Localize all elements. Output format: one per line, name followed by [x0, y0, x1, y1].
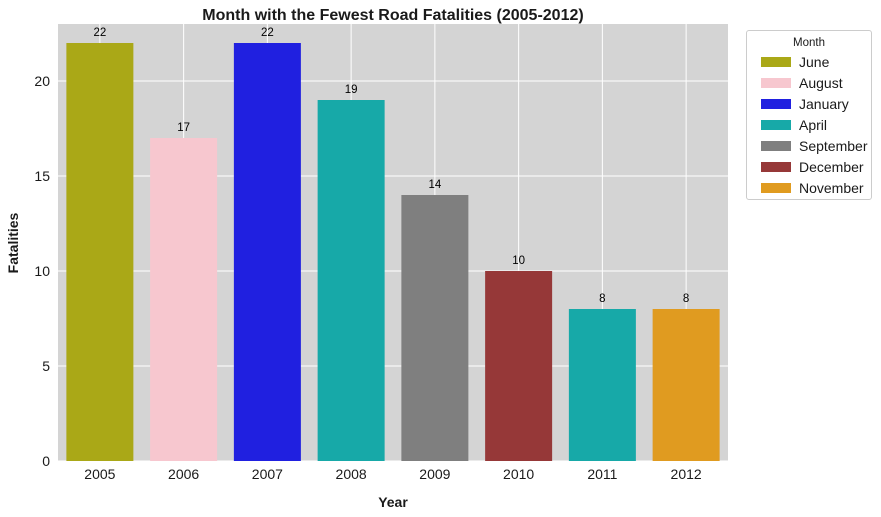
legend-swatch [761, 183, 791, 193]
bar-2005 [66, 43, 134, 461]
x-tick-label-2005: 2005 [84, 466, 115, 482]
legend-item-november: November [761, 179, 864, 197]
y-tick-label: 15 [34, 168, 50, 184]
data-label-2008: 19 [345, 84, 358, 96]
bars [66, 43, 720, 461]
legend-label: September [799, 138, 868, 154]
y-tick-label: 0 [42, 453, 50, 469]
legend-item-december: December [761, 158, 864, 176]
data-label-2006: 17 [177, 122, 190, 134]
legend-swatch [761, 99, 791, 109]
chart-title: Month with the Fewest Road Fatalities (2… [202, 7, 583, 24]
data-label-2011: 8 [599, 293, 605, 305]
data-label-2009: 14 [428, 179, 441, 191]
data-label-2007: 22 [261, 27, 274, 39]
legend-label: November [799, 180, 864, 196]
y-tick-label: 10 [34, 263, 50, 279]
legend-swatch [761, 57, 791, 67]
legend-item-january: January [761, 95, 849, 113]
bar-2008 [317, 100, 385, 461]
legend-swatch [761, 78, 791, 88]
legend-label: January [799, 96, 849, 112]
bar-2007 [233, 43, 301, 461]
legend-item-september: September [761, 137, 867, 155]
x-tick-label-2012: 2012 [671, 466, 702, 482]
x-tick-label-2010: 2010 [503, 466, 534, 482]
x-tick-label-2006: 2006 [168, 466, 199, 482]
x-tick-label-2007: 2007 [252, 466, 283, 482]
bar-2010 [485, 271, 553, 461]
legend-item-april: April [761, 116, 827, 134]
x-tick-label-2011: 2011 [587, 466, 617, 482]
bar-2006 [150, 138, 218, 461]
legend-label: August [799, 75, 843, 91]
legend-label: December [799, 159, 864, 175]
data-labels: 22 17 22 19 14 10 8 8 [93, 27, 689, 305]
legend-item-june: June [761, 53, 829, 71]
legend-swatch [761, 141, 791, 151]
legend-item-august: August [761, 74, 843, 92]
y-tick-labels: 0 5 10 15 20 [34, 73, 50, 469]
x-tick-labels: 2005 2006 2007 2008 2009 2010 2011 2012 [84, 466, 702, 482]
y-tick-label: 20 [34, 73, 50, 89]
y-axis-label: Fatalities [5, 212, 21, 273]
x-tick-label-2008: 2008 [336, 466, 367, 482]
bar-2011 [568, 309, 636, 461]
bar-2009 [401, 195, 469, 461]
legend-swatch [761, 162, 791, 172]
bar-2012 [652, 309, 720, 461]
legend: Month June August January April September Dec… [746, 30, 872, 200]
x-tick-label-2009: 2009 [419, 466, 450, 482]
legend-label: June [799, 54, 830, 70]
y-tick-label: 5 [42, 358, 50, 374]
data-label-2005: 22 [93, 27, 106, 39]
data-label-2012: 8 [683, 293, 689, 305]
legend-label: April [799, 117, 828, 133]
x-axis-label: Year [378, 494, 408, 510]
legend-title: Month [793, 37, 825, 49]
legend-swatch [761, 120, 791, 130]
data-label-2010: 10 [512, 255, 525, 267]
